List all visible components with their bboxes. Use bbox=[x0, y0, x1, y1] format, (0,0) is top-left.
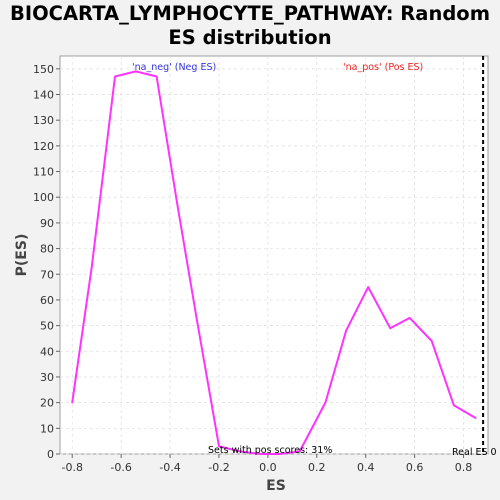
neg-es-label: 'na_neg' (Neg ES) bbox=[132, 62, 216, 73]
y-tick-label: 30 bbox=[40, 371, 54, 384]
data-point bbox=[367, 286, 369, 288]
data-point bbox=[408, 317, 411, 319]
data-point bbox=[155, 75, 158, 78]
x-tick-label: 0.2 bbox=[308, 461, 326, 474]
plot-area bbox=[59, 55, 489, 455]
x-tick-label: 0.6 bbox=[406, 461, 424, 474]
x-tick-label: 0.0 bbox=[259, 461, 277, 474]
annotations: 'na_neg' (Neg ES) 'na_pos' (Pos ES) Sets… bbox=[132, 62, 497, 458]
y-tick-label: 20 bbox=[40, 397, 54, 410]
data-point bbox=[71, 401, 74, 404]
data-point bbox=[452, 404, 455, 407]
data-point bbox=[238, 450, 241, 453]
x-tick-label: -0.4 bbox=[159, 461, 180, 474]
series-lines bbox=[71, 56, 485, 455]
y-tick-label: 100 bbox=[33, 191, 54, 204]
y-tick-label: 10 bbox=[40, 422, 54, 435]
y-tick-label: 110 bbox=[33, 166, 54, 179]
y-tick-label: 70 bbox=[40, 268, 54, 281]
y-tick-label: 40 bbox=[40, 345, 54, 358]
y-tick-label: 90 bbox=[40, 217, 54, 230]
data-point bbox=[135, 70, 137, 73]
random-es-series-line bbox=[71, 70, 477, 455]
x-tick-label: -0.6 bbox=[110, 461, 131, 474]
data-point bbox=[176, 204, 179, 206]
y-tick-label: 50 bbox=[40, 320, 54, 333]
chart-title-line1: BIOCARTA_LYMPHOCYTE_PATHWAY: Random bbox=[9, 2, 491, 25]
y-tick-label: 130 bbox=[33, 114, 54, 127]
y-tick-label: 140 bbox=[33, 89, 54, 102]
y-tick-label: 80 bbox=[40, 243, 54, 256]
y-axis-title: P(ES) bbox=[14, 234, 30, 277]
x-tick-label: 0.4 bbox=[357, 461, 375, 474]
x-axis-title: ES bbox=[266, 478, 286, 494]
x-tick-label: 0.8 bbox=[455, 461, 473, 474]
data-point bbox=[259, 453, 262, 455]
data-point bbox=[345, 329, 347, 332]
chart-title: BIOCARTA_LYMPHOCYTE_PATHWAY: Random ES d… bbox=[0, 2, 500, 50]
data-point bbox=[196, 319, 198, 322]
y-tick-label: 150 bbox=[33, 63, 54, 76]
y-tick-label: 60 bbox=[40, 294, 54, 307]
x-tick-label: -0.8 bbox=[61, 461, 82, 474]
x-tick-label: -0.2 bbox=[208, 461, 229, 474]
data-point bbox=[430, 340, 433, 342]
data-point bbox=[474, 417, 477, 419]
chart-title-line2: ES distribution bbox=[168, 26, 332, 49]
data-point bbox=[389, 327, 391, 329]
y-tick-label: 120 bbox=[33, 140, 54, 153]
pos-es-label: 'na_pos' (Pos ES) bbox=[343, 62, 423, 73]
data-point bbox=[324, 401, 327, 404]
data-point bbox=[90, 265, 93, 268]
real-es-label: Real ES 0 bbox=[452, 447, 497, 458]
pos-scores-label: Sets with pos scores: 31% bbox=[208, 445, 332, 456]
data-point bbox=[279, 453, 281, 455]
data-point bbox=[218, 445, 220, 448]
data-point bbox=[114, 75, 116, 78]
axis-ticks: -0.8 -0.6 -0.4 -0.2 0.0 0.2 0.4 0.6 0.8 0 10 20 30 40… bbox=[33, 63, 472, 474]
data-point bbox=[298, 450, 301, 453]
grid bbox=[60, 56, 488, 455]
y-tick-label: 0 bbox=[47, 448, 54, 461]
